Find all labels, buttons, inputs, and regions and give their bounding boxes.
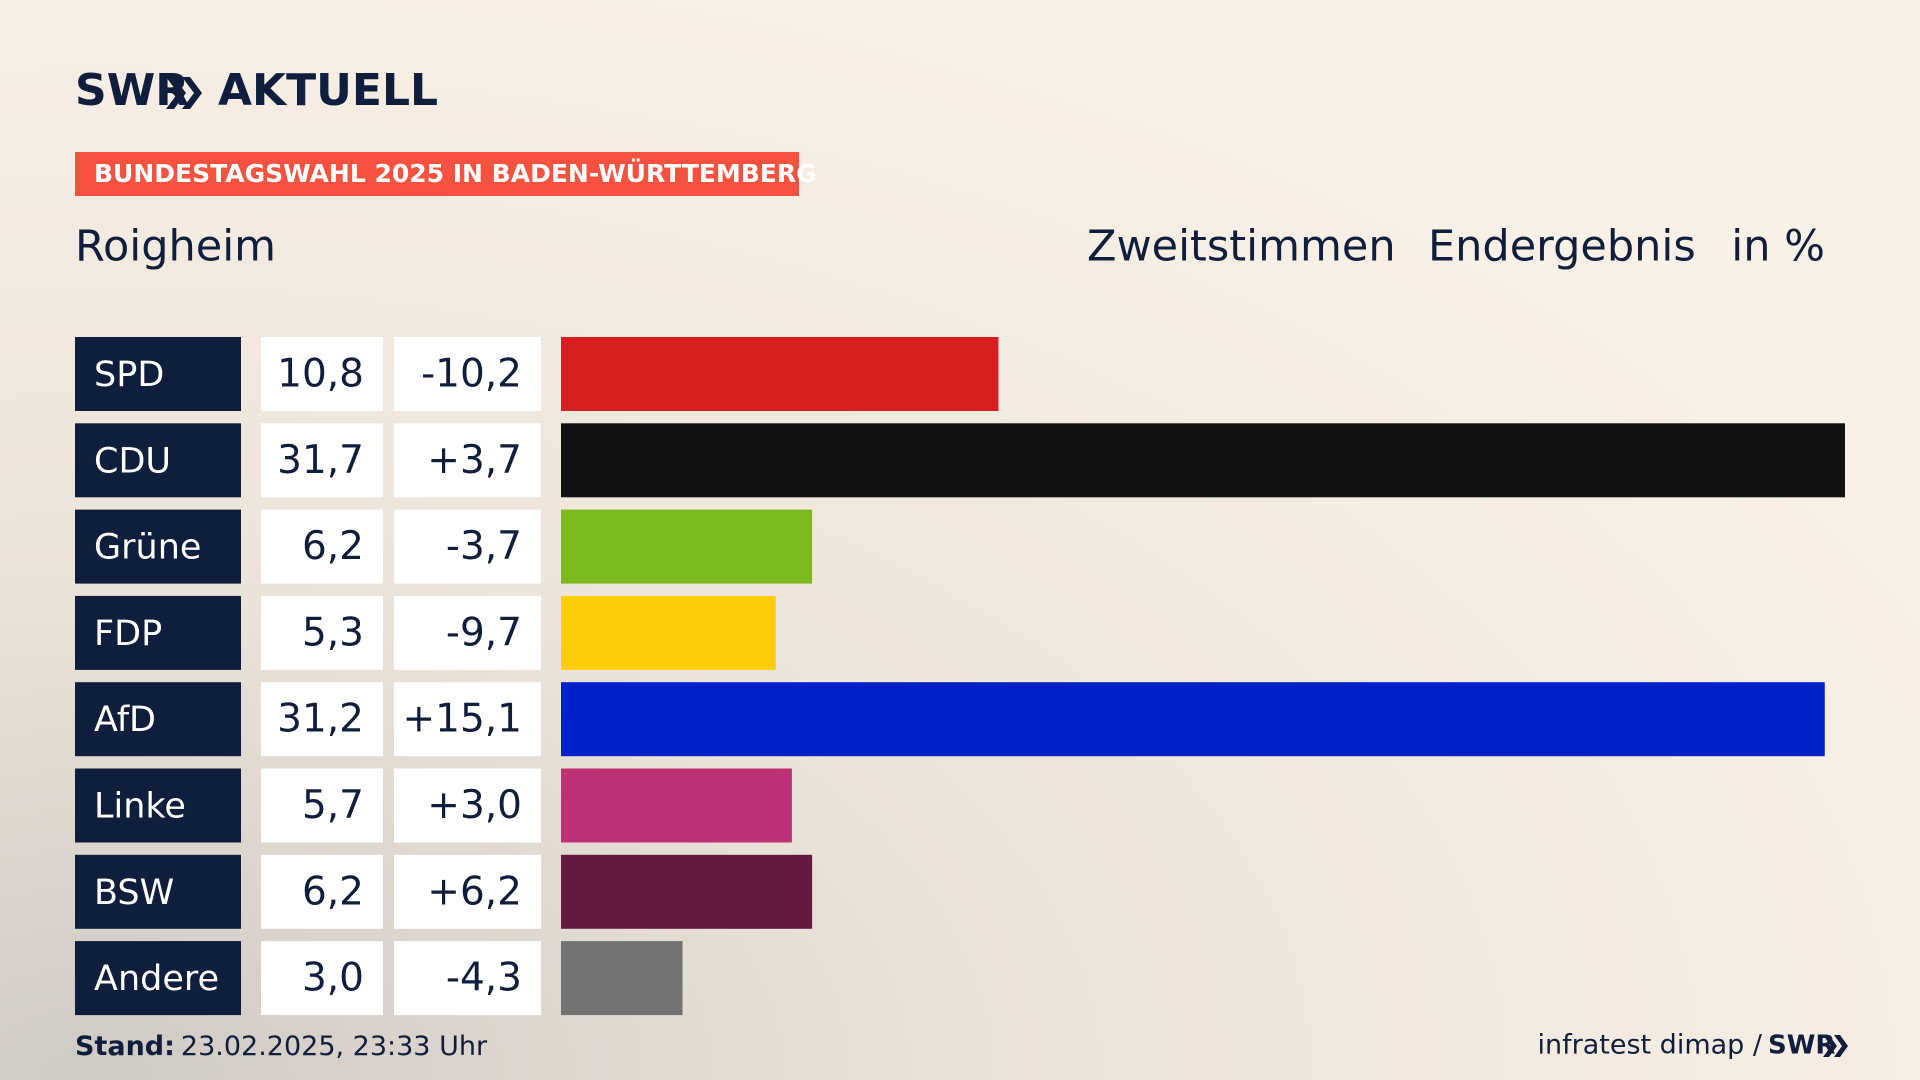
- party-box: [75, 941, 241, 1016]
- stand-date: 23.02.2025, 23:33 Uhr: [181, 1031, 488, 1062]
- bar: [561, 941, 683, 1016]
- footer-stand: Stand: 23.02.2025, 23:33 Uhr: [75, 1031, 488, 1062]
- party-label: Grüne: [94, 528, 201, 568]
- party-box: [75, 595, 241, 670]
- party-label: BSW: [94, 873, 174, 913]
- value-box: [261, 595, 383, 670]
- party-label: Andere: [94, 959, 219, 999]
- change-box: [394, 768, 541, 843]
- change-box: [394, 682, 541, 757]
- party-label: CDU: [94, 441, 171, 481]
- change-box: [394, 337, 541, 411]
- party-box: [75, 768, 241, 843]
- party-box: [75, 682, 241, 757]
- change-box: [394, 595, 541, 670]
- bar: [561, 509, 813, 584]
- change-label: -9,7: [446, 610, 522, 655]
- change-label: -4,3: [446, 956, 522, 1001]
- change-label: -3,7: [446, 524, 522, 569]
- value-label: 10,8: [277, 352, 364, 397]
- banner-text: BUNDESTAGSWAHL 2025 IN BADEN-WÜRTTEMBERG: [94, 158, 817, 188]
- subtitle-vote: Zweitstimmen: [1087, 222, 1396, 272]
- change-label: +15,1: [402, 697, 522, 742]
- unit: in %: [1731, 222, 1825, 272]
- bar: [561, 854, 813, 929]
- logo: SWR AKTUELL: [75, 65, 438, 116]
- source: infratest dimap /: [1537, 1030, 1762, 1061]
- value-label: 3,0: [302, 956, 364, 1001]
- value-box: [261, 509, 383, 584]
- value-label: 31,2: [277, 697, 364, 742]
- stand-label: Stand:: [75, 1031, 175, 1062]
- value-box: [261, 682, 383, 757]
- change-label: +3,0: [427, 783, 522, 828]
- logo-chevrons: [166, 77, 202, 109]
- bar: [561, 595, 776, 670]
- change-box: [394, 423, 541, 498]
- value-box: [261, 768, 383, 843]
- change-box: [394, 941, 541, 1016]
- value-box: [261, 423, 383, 498]
- party-label: Linke: [94, 787, 186, 827]
- party-box: [75, 854, 241, 929]
- change-label: +6,2: [427, 869, 522, 914]
- value-label: 31,7: [277, 438, 364, 483]
- value-label: 6,2: [302, 869, 364, 914]
- logo-product: AKTUELL: [218, 65, 438, 116]
- value-box: [261, 941, 383, 1016]
- party-box: [75, 509, 241, 584]
- change-box: [394, 854, 541, 929]
- change-label: -10,2: [421, 352, 522, 397]
- party-label: SPD: [94, 355, 164, 395]
- value-label: 5,7: [302, 783, 364, 828]
- party-label: AfD: [94, 700, 156, 740]
- change-box: [394, 509, 541, 584]
- subtitle-status: Endergebnis: [1428, 222, 1696, 272]
- source-chevrons: [1823, 1035, 1848, 1057]
- bar: [561, 682, 1825, 757]
- value-box: [261, 337, 383, 411]
- party-box: [75, 423, 241, 498]
- bar: [561, 768, 792, 843]
- party-label: FDP: [94, 614, 162, 654]
- value-label: 6,2: [302, 524, 364, 569]
- change-label: +3,7: [427, 438, 522, 483]
- bar: [561, 337, 999, 411]
- bar: [561, 423, 1845, 498]
- value-box: [261, 854, 383, 929]
- party-box: [75, 337, 241, 411]
- banner: [75, 152, 799, 196]
- value-label: 5,3: [302, 610, 364, 655]
- title: Roigheim: [75, 222, 276, 272]
